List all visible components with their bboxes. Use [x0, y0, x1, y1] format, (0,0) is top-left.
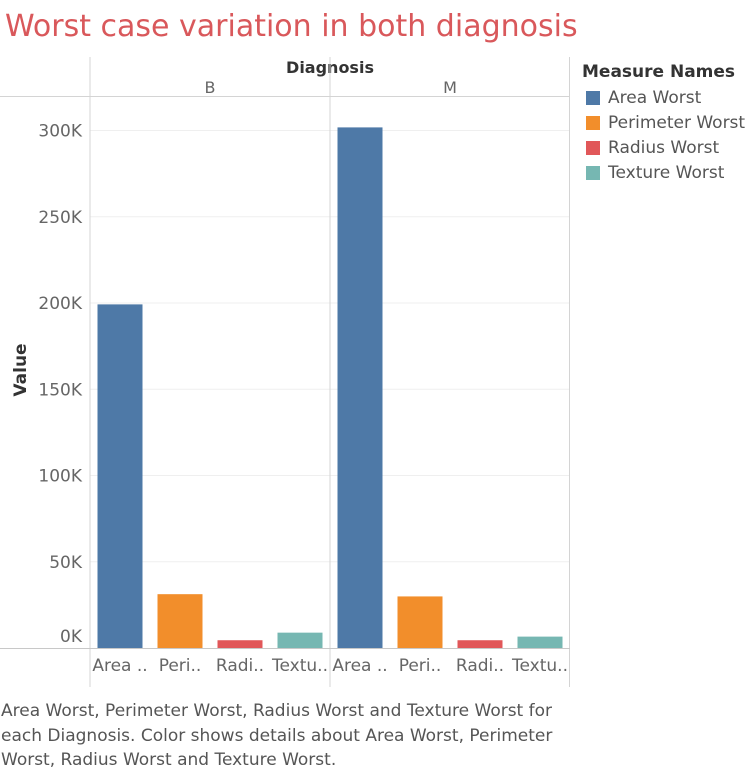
legend-title: Measure Names: [582, 62, 736, 82]
bar-b-1: [157, 594, 203, 648]
bar-chart: 0K50K100K150K200K250K300KValueDiagnosisB…: [0, 57, 570, 687]
bar-m-2: [457, 640, 503, 648]
legend-label: Perimeter Worst: [608, 112, 746, 133]
legend-swatch: [586, 165, 600, 180]
facet-label-m: M: [443, 78, 457, 97]
bar-b-2: [217, 640, 263, 648]
facet-label-b: B: [205, 78, 216, 97]
y-axis-title: Value: [11, 343, 31, 396]
legend-swatch: [586, 90, 600, 105]
y-tick-label: 300K: [38, 122, 82, 142]
y-tick-label: 250K: [38, 208, 82, 228]
x-tick-label: Textu..: [511, 656, 568, 676]
bar-m-1: [397, 596, 443, 648]
x-tick-label: Area ..: [92, 656, 147, 676]
chart-title: Worst case variation in both diagnosis: [5, 9, 578, 44]
legend-swatch: [586, 140, 600, 155]
x-tick-label: Area ..: [332, 656, 387, 676]
legend-item: Texture Worst: [582, 160, 745, 185]
legend-item: Radius Worst: [582, 135, 745, 160]
legend-label: Radius Worst: [608, 137, 720, 158]
x-tick-label: Peri..: [399, 656, 442, 676]
y-tick-label: 200K: [38, 294, 82, 314]
y-tick-label: 0K: [60, 627, 83, 647]
x-tick-label: Textu..: [271, 656, 328, 676]
legend-swatch: [586, 115, 600, 130]
x-tick-label: Peri..: [159, 656, 202, 676]
bar-m-0: [337, 127, 383, 648]
x-tick-label: Radi..: [216, 656, 264, 676]
y-tick-label: 150K: [38, 380, 82, 400]
legend-item: Area Worst: [582, 85, 745, 110]
legend: Measure Names Area Worst Perimeter Worst R…: [582, 62, 745, 185]
legend-label: Area Worst: [608, 87, 702, 108]
y-tick-label: 50K: [49, 553, 83, 573]
legend-label: Texture Worst: [608, 162, 725, 183]
y-tick-label: 100K: [38, 467, 82, 487]
x-tick-label: Radi..: [456, 656, 504, 676]
bar-m-3: [517, 636, 563, 648]
bar-b-3: [277, 632, 323, 648]
chart-caption: Area Worst, Perimeter Worst, Radius Wors…: [1, 701, 553, 770]
bar-b-0: [97, 304, 143, 648]
legend-item: Perimeter Worst: [582, 110, 745, 135]
